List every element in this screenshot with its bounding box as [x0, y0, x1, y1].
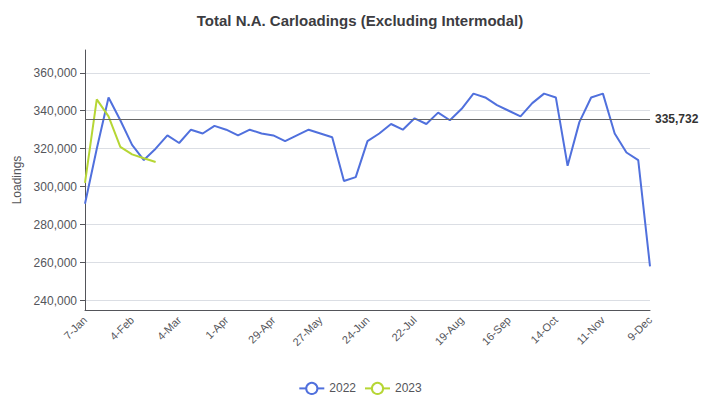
svg-text:240,000: 240,000: [34, 294, 78, 308]
svg-text:2023: 2023: [395, 381, 422, 395]
svg-text:260,000: 260,000: [34, 256, 78, 270]
svg-text:300,000: 300,000: [34, 180, 78, 194]
svg-text:19-Aug: 19-Aug: [432, 314, 466, 348]
svg-text:340,000: 340,000: [34, 104, 78, 118]
svg-text:Loadings: Loadings: [10, 156, 24, 205]
svg-text:7-Jan: 7-Jan: [61, 314, 89, 342]
svg-text:14-Oct: 14-Oct: [528, 314, 560, 346]
svg-text:24-Jun: 24-Jun: [340, 314, 372, 346]
svg-text:Total N.A. Carloadings (Exclud: Total N.A. Carloadings (Excluding Interm…: [197, 12, 523, 29]
svg-text:22-Jul: 22-Jul: [389, 314, 419, 344]
svg-text:29-Apr: 29-Apr: [246, 314, 278, 346]
svg-text:335,732: 335,732: [655, 112, 699, 126]
svg-text:360,000: 360,000: [34, 66, 78, 80]
svg-text:4-Mar: 4-Mar: [155, 314, 184, 343]
svg-text:2022: 2022: [329, 381, 356, 395]
svg-text:9-Dec: 9-Dec: [625, 313, 655, 343]
svg-text:320,000: 320,000: [34, 142, 78, 156]
svg-text:1-Apr: 1-Apr: [203, 314, 231, 342]
svg-text:27-May: 27-May: [290, 313, 325, 348]
svg-text:16-Sep: 16-Sep: [479, 314, 513, 348]
svg-text:4-Feb: 4-Feb: [108, 314, 137, 343]
svg-text:11-Nov: 11-Nov: [574, 313, 607, 346]
svg-text:280,000: 280,000: [34, 218, 78, 232]
